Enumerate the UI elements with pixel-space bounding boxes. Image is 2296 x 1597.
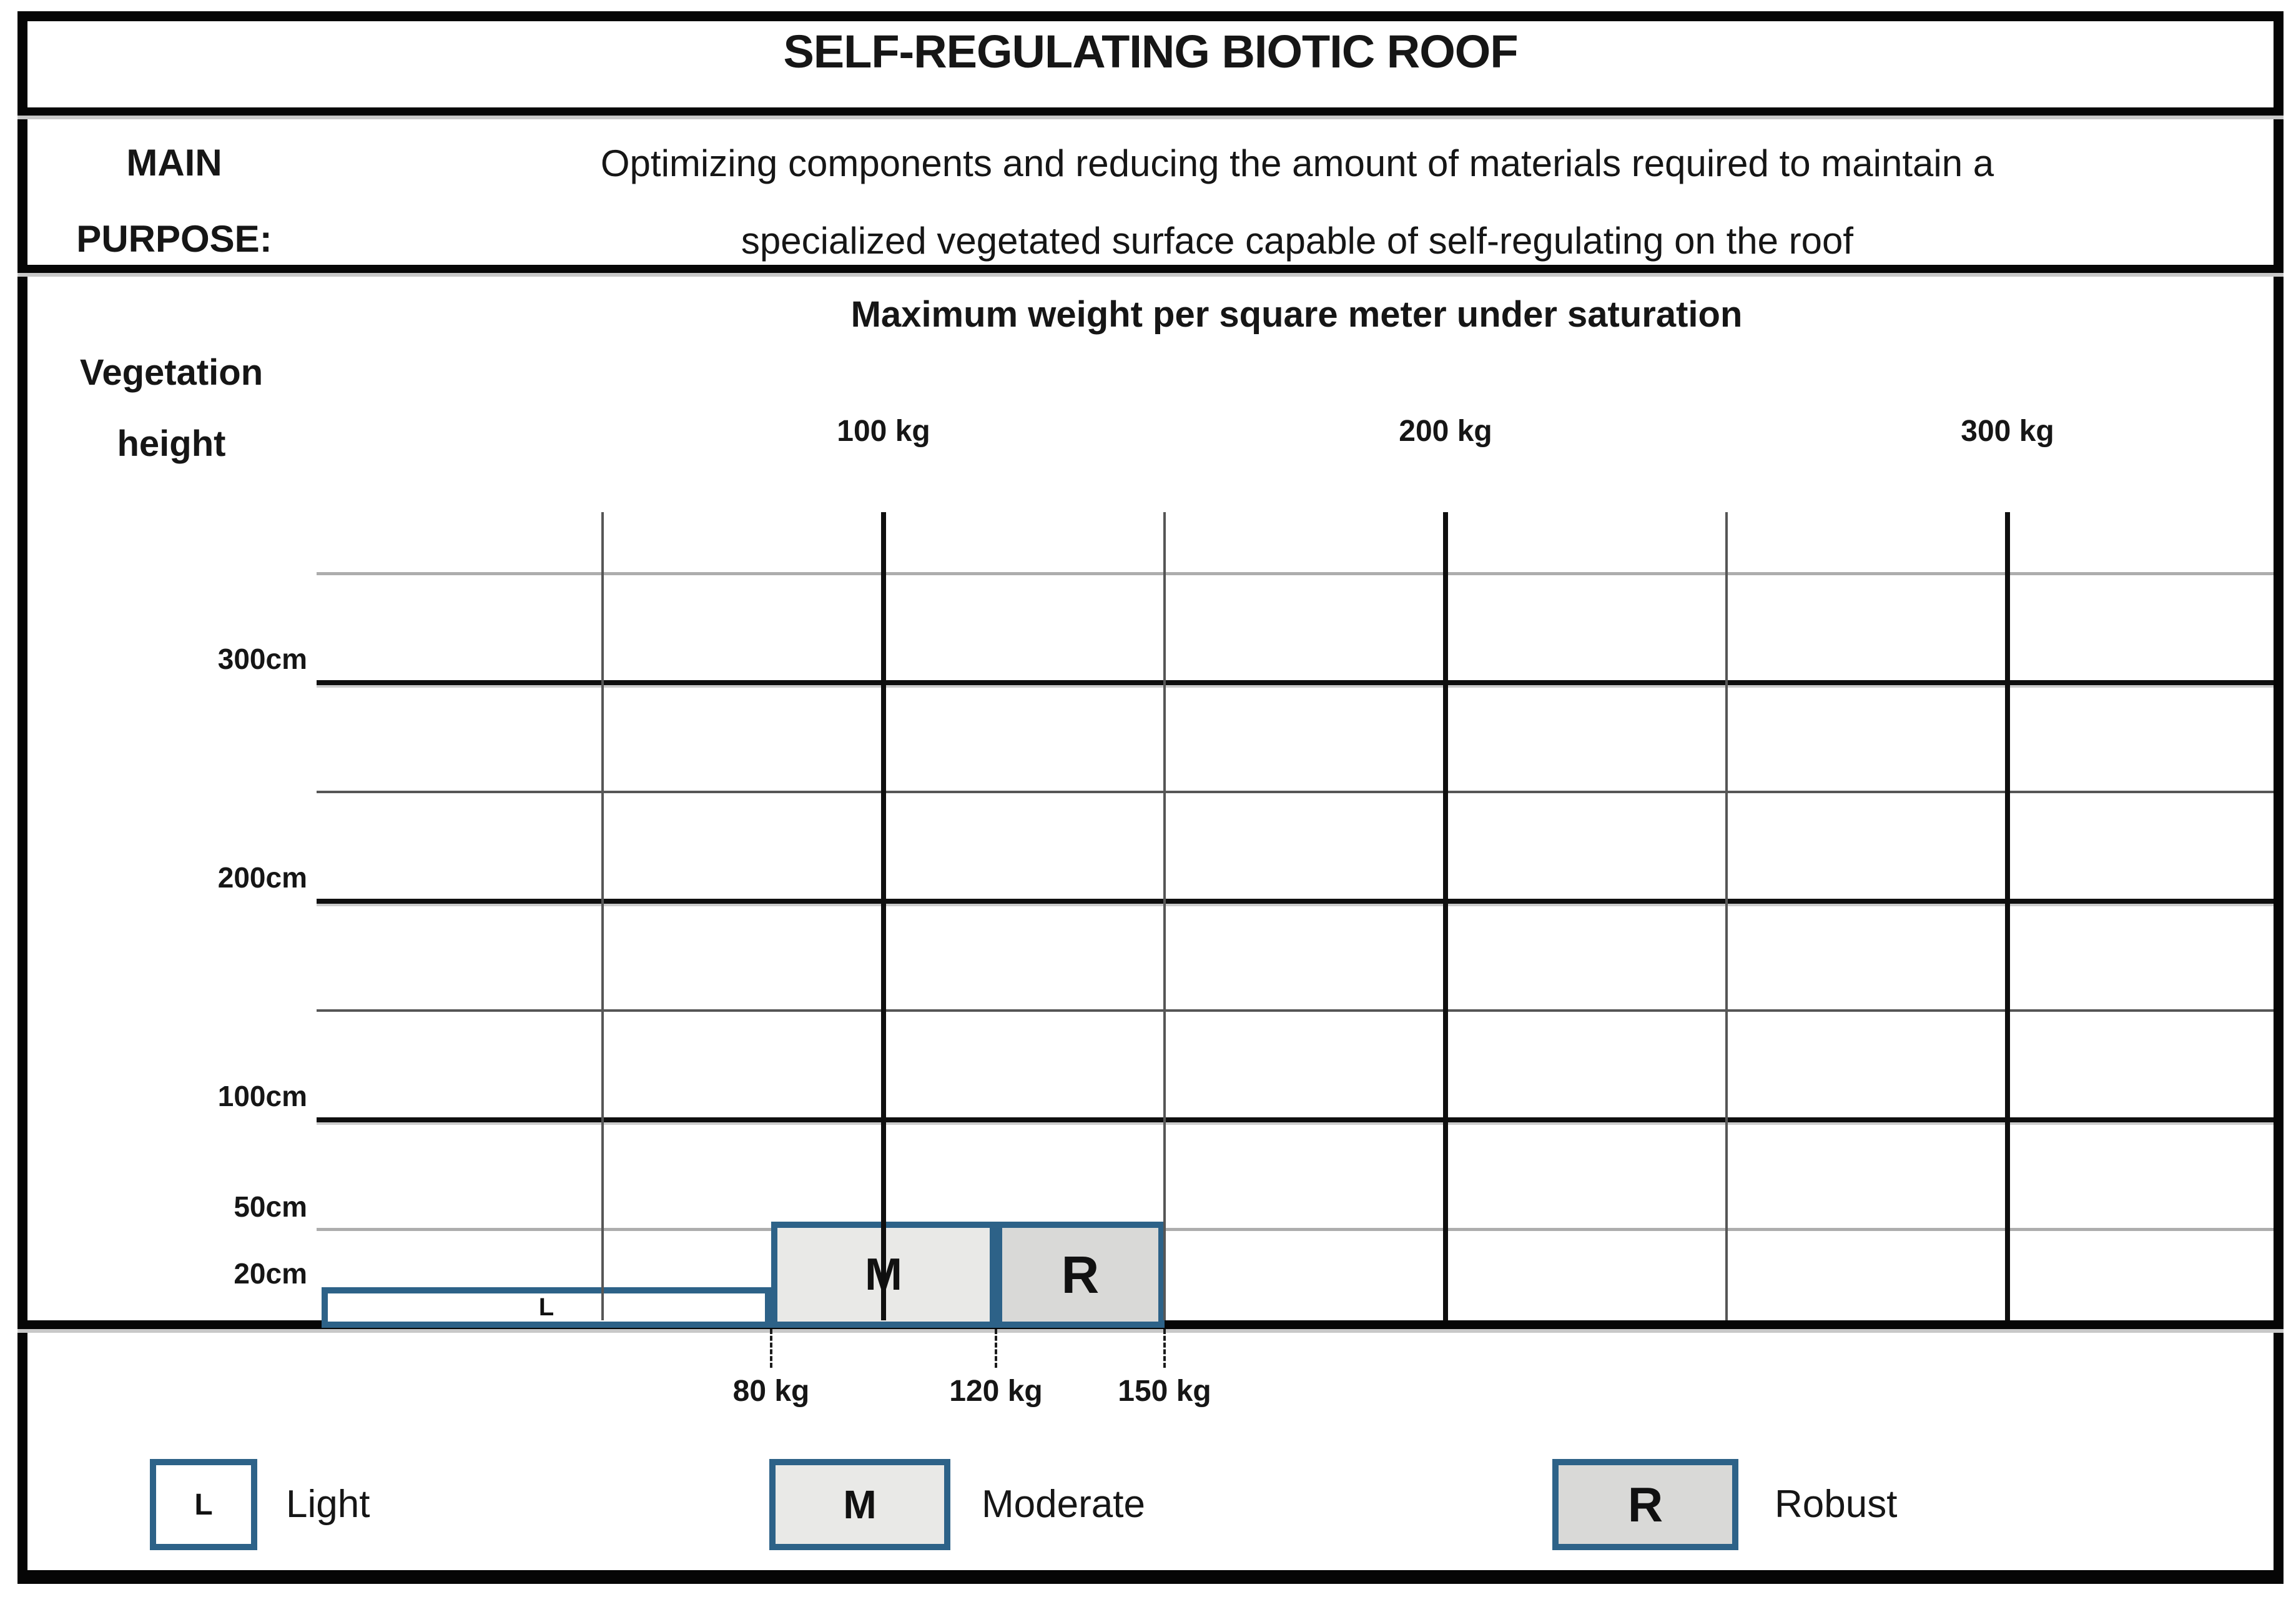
h-gridline-350cm xyxy=(317,571,2274,575)
legend-letter-L: L xyxy=(194,1488,213,1521)
main-purpose-label-line2: PURPOSE: xyxy=(76,218,272,260)
x-top-label-300kg: 300 kg xyxy=(1961,415,2054,448)
bar-letter-R: R xyxy=(1061,1245,1100,1304)
h-gridline-300cm xyxy=(317,680,2274,685)
h-gridline-50cm xyxy=(317,1227,2274,1231)
h-gridline-100cm xyxy=(317,1117,2274,1122)
h-gridline-150cm xyxy=(317,1009,2274,1012)
chart-title: Maximum weight per square meter under sa… xyxy=(850,294,1743,335)
y-label-300cm: 300cm xyxy=(217,643,307,675)
divider-under-title xyxy=(17,107,2284,116)
y-label-100cm: 100cm xyxy=(217,1080,307,1112)
frame-border-top xyxy=(17,11,2284,21)
main-purpose-text-line2: specialized vegetated surface capable of… xyxy=(741,220,1854,262)
v-gridline-50kg xyxy=(601,512,604,1320)
main-purpose-label: MAIN PURPOSE: xyxy=(27,125,321,277)
x-bottom-label-150kg: 150 kg xyxy=(1118,1375,1211,1408)
bottom-tick-80kg xyxy=(770,1329,772,1368)
x-bottom-label-80kg: 80 kg xyxy=(732,1375,810,1408)
bottom-tick-150kg xyxy=(1163,1329,1166,1368)
frame-border-bottom xyxy=(17,1570,2284,1584)
v-gridline-150kg xyxy=(1163,512,1166,1320)
main-purpose-text: Optimizing components and reducing the a… xyxy=(321,125,2274,280)
main-purpose-text-line1: Optimizing components and reducing the a… xyxy=(600,142,1994,184)
bar-letter-L: L xyxy=(538,1293,554,1321)
v-gridline-200kg xyxy=(1443,512,1448,1320)
v-gridline-300kg xyxy=(2005,512,2010,1320)
legend-swatch-L: L xyxy=(150,1459,257,1550)
y-label-20cm: 20cm xyxy=(234,1257,307,1290)
main-purpose-label-line1: MAIN xyxy=(126,142,222,184)
legend-swatch-R: R xyxy=(1552,1459,1738,1550)
y-axis-title-line1: Vegetation xyxy=(79,352,264,393)
bar-L: L xyxy=(322,1287,771,1328)
x-bottom-label-120kg: 120 kg xyxy=(949,1375,1043,1408)
y-axis-title-line2: height xyxy=(117,423,226,464)
h-gridline-200cm xyxy=(317,899,2274,904)
legend-label-M: Moderate xyxy=(982,1483,1145,1526)
x-top-label-100kg: 100 kg xyxy=(837,415,930,448)
x-top-label-200kg: 200 kg xyxy=(1399,415,1492,448)
page-title: SELF-REGULATING BIOTIC ROOF xyxy=(783,26,1518,77)
v-gridline-100kg xyxy=(881,512,886,1320)
h-gridline-250cm xyxy=(317,791,2274,793)
v-gridline-250kg xyxy=(1725,512,1728,1320)
bottom-tick-120kg xyxy=(995,1329,997,1368)
legend-label-L: Light xyxy=(286,1483,370,1526)
bar-R: R xyxy=(996,1222,1165,1328)
divider-under-purpose xyxy=(17,265,2284,273)
legend-label-R: Robust xyxy=(1775,1483,1898,1526)
y-label-50cm: 50cm xyxy=(234,1190,307,1223)
frame-border-right xyxy=(2274,11,2284,1584)
legend-letter-R: R xyxy=(1627,1476,1663,1532)
legend-swatch-M: M xyxy=(769,1459,950,1550)
y-label-200cm: 200cm xyxy=(217,861,307,894)
frame-border-left xyxy=(17,11,27,1584)
legend-letter-M: M xyxy=(843,1482,877,1527)
y-axis-title: Vegetation height xyxy=(27,337,315,480)
